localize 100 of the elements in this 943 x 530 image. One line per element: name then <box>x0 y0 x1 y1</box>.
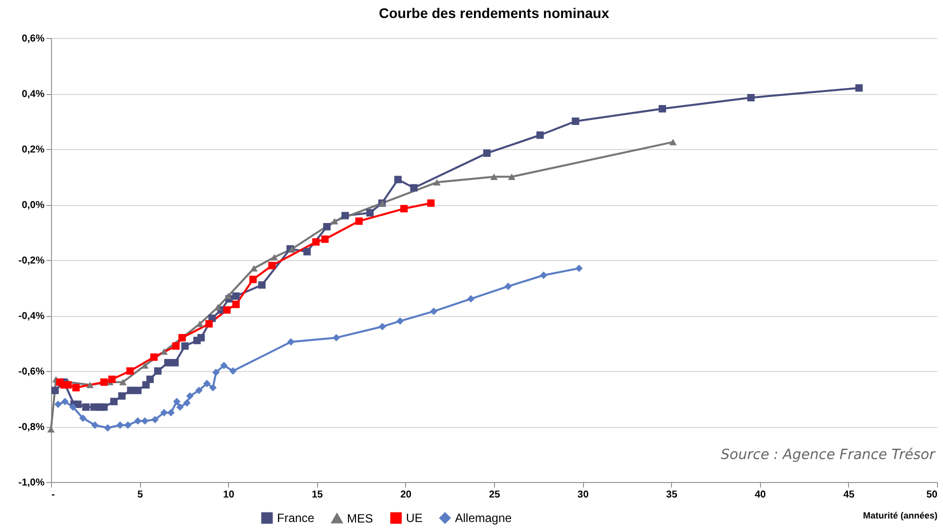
chart-title: Courbe des rendements nominaux <box>378 5 610 21</box>
point <box>508 174 516 180</box>
y-tick-label: 0,0% <box>22 200 45 211</box>
point <box>160 408 168 416</box>
legend-label: UE <box>406 511 423 525</box>
x-tick-label: 30 <box>578 490 590 500</box>
point <box>321 235 329 243</box>
point <box>151 416 159 424</box>
point <box>212 368 220 376</box>
point <box>104 424 112 432</box>
point <box>504 282 512 290</box>
x-tick-label: 20 <box>400 490 412 500</box>
point <box>258 281 266 289</box>
legend-label: MES <box>347 511 374 526</box>
point <box>61 398 69 406</box>
point <box>183 399 191 407</box>
point <box>232 292 240 300</box>
point <box>224 292 232 300</box>
legend-label: Allemagne <box>455 511 512 525</box>
point <box>86 382 94 388</box>
point <box>747 94 755 102</box>
x-tick-label: - <box>52 490 55 500</box>
point <box>467 295 475 303</box>
point <box>341 212 349 220</box>
point <box>303 248 311 256</box>
point <box>108 376 116 384</box>
point <box>146 376 154 384</box>
point <box>154 367 162 375</box>
x-tick-label: 5 <box>137 490 144 500</box>
point <box>394 176 402 184</box>
x-tick-label: 15 <box>312 490 324 500</box>
point <box>366 209 374 217</box>
point <box>164 358 172 366</box>
point <box>127 386 134 394</box>
point <box>54 400 62 408</box>
point <box>658 105 666 112</box>
x-tick-label: 40 <box>754 490 766 500</box>
point <box>223 306 231 314</box>
point <box>378 322 386 330</box>
point <box>69 403 77 411</box>
point <box>134 386 142 394</box>
y-tick-label: 0,2% <box>22 144 45 156</box>
point <box>312 238 320 246</box>
x-tick-label: 25 <box>488 490 500 500</box>
point <box>214 304 222 310</box>
point <box>268 262 276 270</box>
x-tick-label: 50 <box>926 490 938 500</box>
point <box>82 403 90 411</box>
point <box>396 317 404 325</box>
point <box>536 131 544 139</box>
point <box>141 417 149 425</box>
point <box>141 362 149 369</box>
point <box>91 421 99 429</box>
point <box>433 179 441 186</box>
point <box>332 334 340 342</box>
point <box>572 118 580 125</box>
point <box>483 149 491 157</box>
x-tick-label: 35 <box>666 490 678 500</box>
annotation: Source : Agence France Trésor <box>720 447 936 463</box>
point <box>203 380 211 388</box>
point <box>172 342 180 350</box>
point <box>118 392 126 400</box>
point <box>64 381 72 389</box>
y-tick-label: -0,8% <box>18 422 45 433</box>
point <box>490 174 498 180</box>
point <box>150 353 158 361</box>
point <box>232 300 240 308</box>
point <box>205 320 213 328</box>
point <box>323 222 331 230</box>
point <box>72 384 80 392</box>
y-tick-label: -0,4% <box>18 311 45 322</box>
point <box>209 384 217 392</box>
y-tick-label: -0,6% <box>18 366 45 378</box>
x-tick-label: 45 <box>843 490 855 500</box>
y-tick-label: -0,2% <box>18 256 45 266</box>
point <box>229 367 237 375</box>
point <box>195 386 203 394</box>
point <box>427 199 435 207</box>
point <box>249 276 257 284</box>
point <box>51 386 59 394</box>
point <box>160 348 168 355</box>
y-tick-label: 0,4% <box>22 89 45 100</box>
point <box>173 398 181 406</box>
point <box>119 378 127 386</box>
point <box>410 184 418 192</box>
point <box>355 217 363 225</box>
point <box>171 358 179 366</box>
point <box>116 421 124 429</box>
point <box>575 264 583 272</box>
y-tick-label: -1,0% <box>18 478 45 488</box>
point <box>110 398 118 406</box>
point <box>100 378 108 386</box>
point <box>176 403 184 411</box>
point <box>79 414 87 422</box>
point <box>855 84 863 92</box>
point <box>270 254 278 260</box>
point <box>124 421 132 429</box>
point <box>186 392 194 400</box>
y-tick-label: 0,6% <box>22 34 45 44</box>
point <box>100 403 108 411</box>
